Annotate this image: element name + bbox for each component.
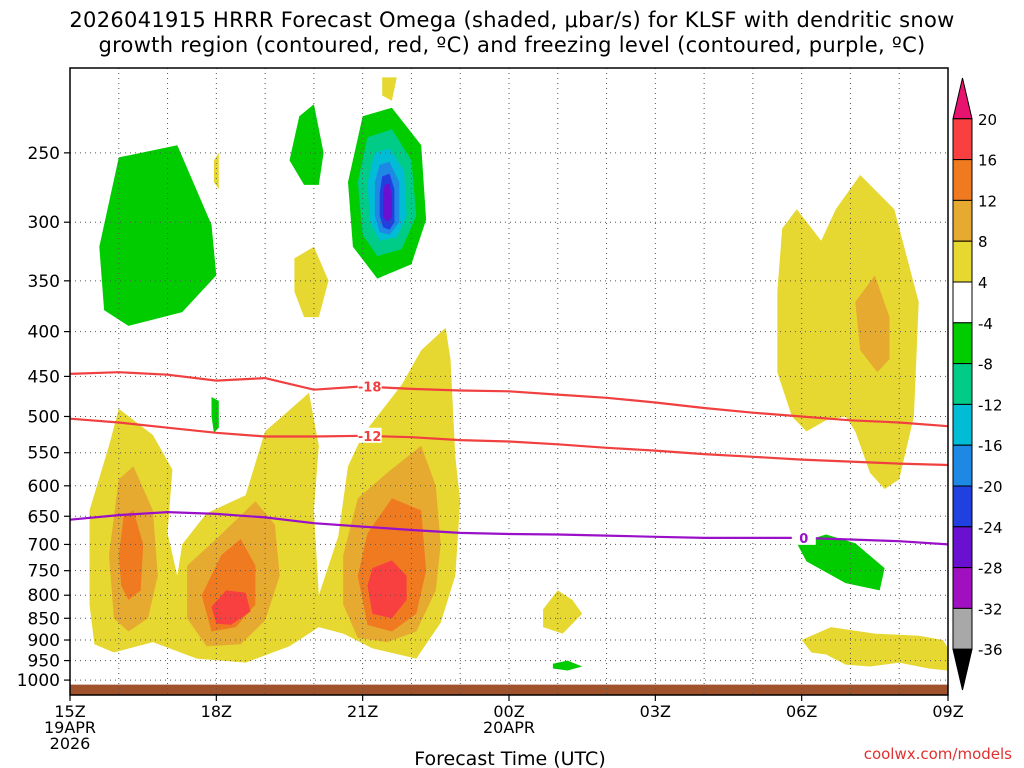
colorbar-segment [952,240,973,283]
colorbar-segment [952,363,973,405]
x-tick-label: 03Z [640,702,671,721]
chart-title-line1: 2026041915 HRRR Forecast Omega (shaded, … [69,8,955,32]
omega-region-pos-14 [855,275,890,373]
colorbar-label: -36 [978,641,1003,659]
colorbar-label: -8 [978,356,993,374]
omega-region-pos-7 [118,510,144,600]
x-tick-label: 2026 [50,734,91,753]
y-tick-label: 500 [28,407,60,427]
x-tick-label: 21Z [347,702,378,721]
omega-region-pos-1 [213,152,219,190]
colorbar-label: -16 [978,437,1003,455]
omega-region-neg-1 [289,104,324,185]
omega-region-pos-0 [382,77,397,101]
y-tick-label: 900 [28,631,60,651]
x-tick-label: 09Z [932,702,963,721]
colorbar-label: -32 [978,600,1003,618]
contour-label-bg [357,378,382,394]
colorbar-bottom-arrow [952,648,973,691]
contour-label: -18 [358,380,382,395]
omega-region-pos-2 [294,246,329,318]
colorbar-segment [952,403,973,446]
y-tick-label: 950 [28,652,60,672]
colorbar-label: 20 [978,111,997,129]
y-tick-label: 700 [28,535,60,555]
colorbar-segment [952,567,973,609]
colorbar-label: -28 [978,560,1003,578]
colorbar-label: 4 [978,274,988,292]
omega-region-neg-10 [552,660,583,671]
colorbar-label: -4 [978,315,993,333]
y-tick-label: 300 [28,213,60,233]
omega-region-pos-10 [211,590,251,625]
colorbar-segment [952,322,973,365]
colorbar-label: -24 [978,519,1003,537]
colorbar-label: 12 [978,192,997,210]
credit-link[interactable]: coolwx.com/models [863,745,1012,763]
omega-region-neg-8 [211,397,219,433]
y-tick-label: 550 [28,444,60,464]
omega-region-pos-12 [543,590,583,634]
y-tick-label: 800 [28,586,60,606]
x-tick-label: 19APR [44,718,96,737]
contour-layer: -18 -12 0 [69,371,949,547]
omega-region-pos-13 [777,175,919,489]
x-tick-label: 15Z [54,702,85,721]
x-tick-label: 00Z [493,702,524,721]
y-tick-label: 1000 [17,671,60,691]
y-tick-label: 750 [28,562,60,582]
colorbar-segment [952,444,973,487]
contour-label: -12 [358,430,382,445]
y-tick-label: 650 [28,507,60,527]
y-tick-label: 600 [28,477,60,497]
contour-line--12 [69,417,949,467]
colorbar-segment [952,118,973,161]
omega-region-neg-7 [383,183,392,223]
colorbar-segment [952,199,973,242]
x-tick-label: 20APR [483,718,535,737]
contour-line--18 [69,371,949,428]
y-tick-label: 450 [28,367,60,387]
colorbar-label: -12 [978,396,1003,414]
colorbar-segment [952,607,973,650]
x-tick-label: 18Z [201,702,232,721]
colorbar-segment [952,485,973,528]
contour-label-bg [791,529,816,545]
colorbar-label: 16 [978,152,997,170]
colorbar-segment [952,281,973,324]
omega-region-neg-0 [99,145,217,326]
colorbar-label: -20 [978,478,1003,496]
terrain-band [70,684,948,695]
y-tick-label: 400 [28,323,60,343]
contour-label-bg [357,427,382,443]
colorbar-label: 8 [978,233,988,251]
colorbar-top-arrow [952,77,973,120]
x-axis-label: Forecast Time (UTC) [414,748,605,768]
omega-region-neg-9 [796,534,885,591]
x-tick-label: 06Z [786,702,817,721]
contour-label: 0 [799,532,808,547]
colorbar-segment [952,159,973,201]
shaded-regions [89,77,948,671]
y-tick-label: 850 [28,609,60,629]
terrain-layer [70,684,948,695]
omega-region-pos-11 [367,560,407,619]
chart-title-line2: growth region (contoured, red, ºC) and f… [98,33,926,57]
colorbar: 20 16 12 8 4 -4 -8 -12 -16 -20 -24 -28 -32 -36 [952,77,1003,691]
y-tick-label: 350 [28,272,60,292]
colorbar-segment [952,526,973,569]
y-tick-label: 250 [28,144,60,164]
y-axis: 2503003504004505005506006507007508008509… [17,144,70,691]
omega-region-pos-15 [801,627,948,671]
